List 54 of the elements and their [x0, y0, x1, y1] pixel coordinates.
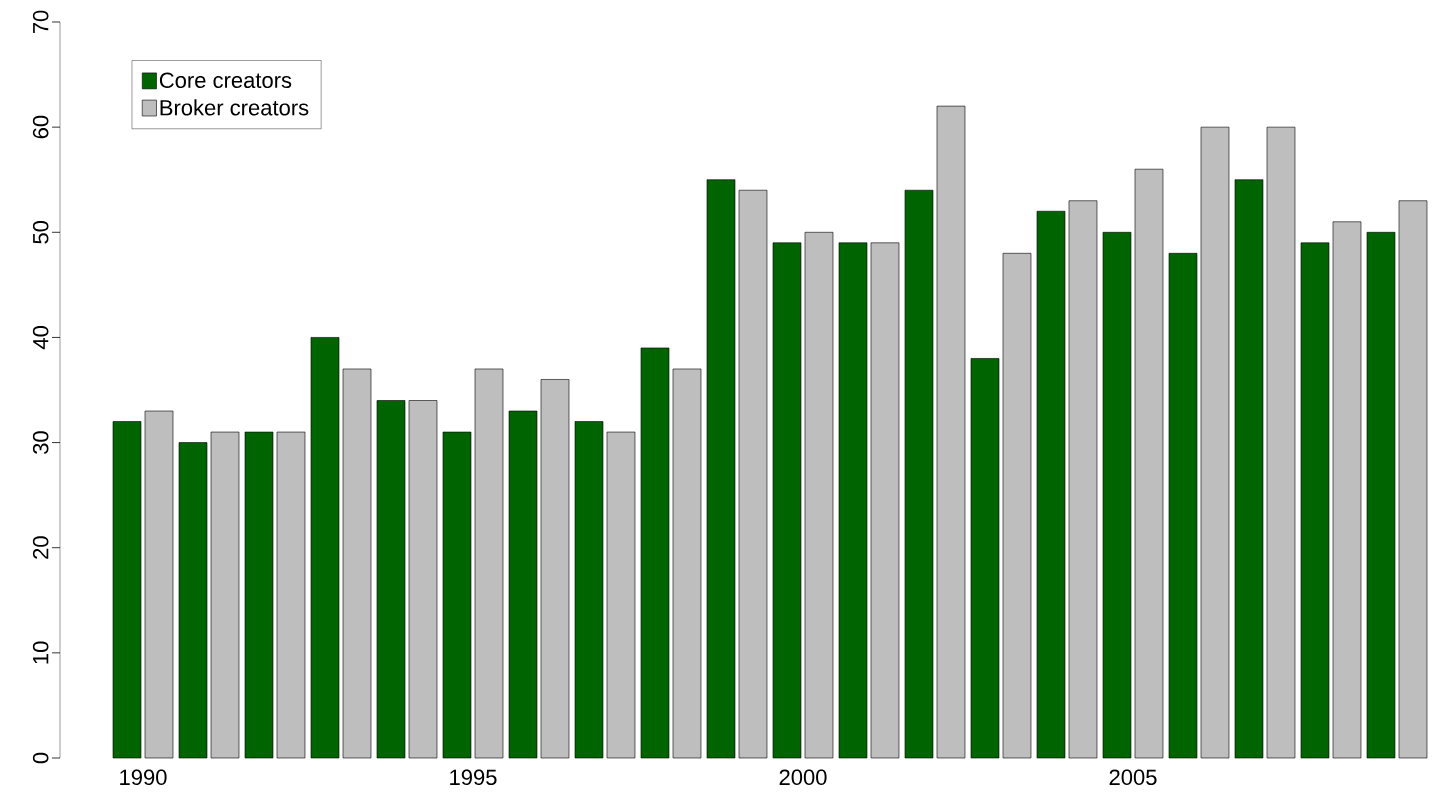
legend-label: Broker creators [160, 99, 309, 116]
bar [474, 368, 504, 759]
bar [1300, 242, 1330, 759]
bar [178, 442, 208, 759]
bar [706, 179, 736, 759]
bar [936, 105, 966, 759]
bar [672, 368, 702, 759]
y-tick-label: 10 [32, 641, 49, 664]
legend-label: Core creators [159, 72, 292, 89]
bar [276, 431, 306, 759]
bar [904, 189, 934, 759]
y-tick-label: 60 [32, 115, 49, 139]
x-tick-label: 2005 [1109, 769, 1157, 786]
bar [1068, 200, 1098, 759]
bar [442, 431, 472, 759]
bar [144, 410, 174, 759]
bar [342, 368, 372, 759]
bar [772, 242, 802, 759]
y-tick-label: 40 [32, 326, 49, 350]
bar [804, 231, 834, 759]
bar [738, 189, 768, 759]
bar [1168, 253, 1198, 759]
bar [606, 431, 636, 759]
bar [640, 347, 670, 759]
bar [1134, 168, 1164, 759]
bar [540, 379, 570, 759]
bar [1332, 221, 1362, 759]
y-tick-label: 30 [32, 431, 49, 454]
x-tick-label: 1995 [450, 769, 497, 786]
bar [508, 410, 538, 759]
bar [112, 421, 142, 759]
bar [1266, 126, 1296, 759]
bar [970, 358, 1000, 759]
y-tick-label: 50 [32, 220, 49, 244]
bar [210, 431, 240, 759]
x-tick-label: 1990 [120, 769, 167, 786]
y-tick-label: 70 [32, 10, 49, 34]
bar [1002, 253, 1032, 759]
x-tick-label: 2000 [779, 769, 827, 786]
bar [1234, 179, 1264, 759]
bar [310, 337, 340, 759]
bar [408, 400, 438, 759]
bar [376, 400, 406, 759]
bar [1102, 231, 1132, 759]
bar [574, 421, 604, 759]
bar [1200, 126, 1230, 759]
bar [244, 431, 274, 759]
bar [1036, 210, 1066, 759]
y-tick-label: 0 [32, 752, 49, 764]
bar [1398, 200, 1428, 759]
bar [1366, 231, 1396, 759]
bar [838, 242, 868, 759]
bar [870, 242, 900, 759]
y-tick-label: 20 [32, 536, 49, 559]
